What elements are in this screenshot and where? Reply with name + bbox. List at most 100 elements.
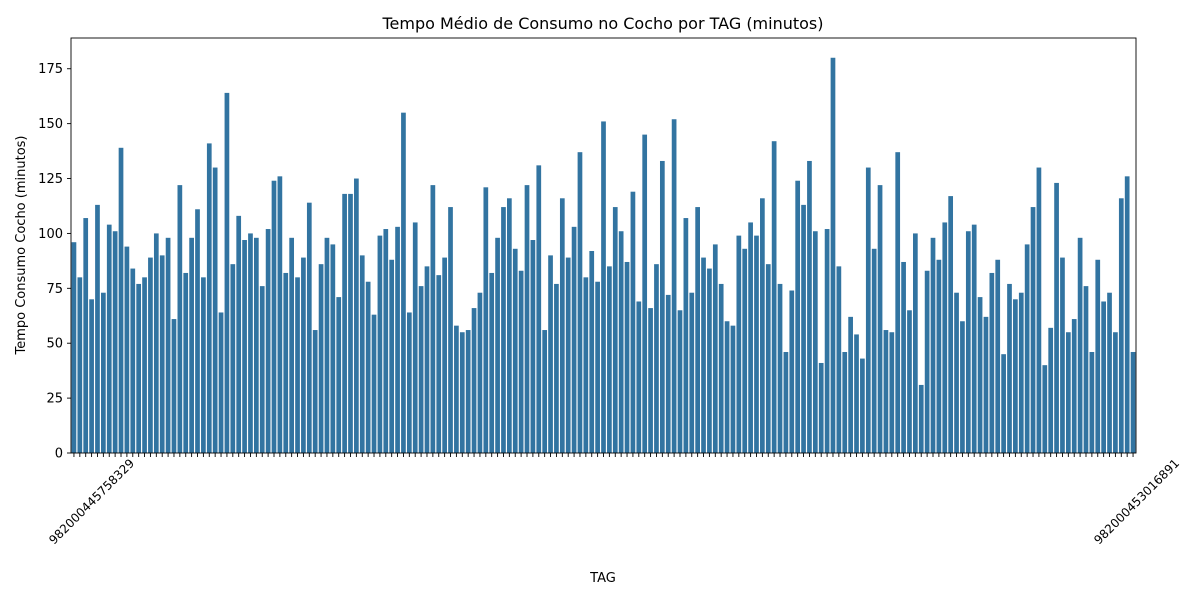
bar <box>565 257 571 453</box>
bar <box>895 152 901 453</box>
bar <box>913 233 918 453</box>
bar <box>1013 299 1018 453</box>
bar <box>324 237 330 453</box>
bar <box>548 255 553 453</box>
bar <box>689 292 695 453</box>
bar <box>501 207 506 453</box>
bar <box>995 259 1001 453</box>
bar <box>871 248 877 453</box>
y-tick-label: 75 <box>46 282 63 297</box>
bar <box>824 229 830 453</box>
bar <box>577 152 583 453</box>
bar <box>371 314 377 453</box>
bar <box>607 266 612 453</box>
bar <box>836 266 842 453</box>
bar <box>1089 351 1095 453</box>
bar <box>724 321 730 453</box>
bar <box>348 193 353 453</box>
bar <box>359 255 365 453</box>
bar <box>477 292 483 453</box>
bar <box>342 193 347 453</box>
bar <box>936 259 942 453</box>
bar <box>665 294 671 453</box>
bar <box>112 231 118 453</box>
bar <box>265 229 271 453</box>
bar <box>1130 351 1136 453</box>
bar <box>971 224 977 453</box>
bar <box>1024 244 1030 453</box>
bar <box>507 198 512 453</box>
y-tick-label: 125 <box>38 172 63 187</box>
bar <box>1077 237 1083 453</box>
bar <box>960 321 965 453</box>
bar <box>436 275 442 453</box>
bar <box>124 246 130 453</box>
bar <box>601 121 606 453</box>
bar <box>648 308 653 453</box>
bar <box>406 312 412 453</box>
bar <box>559 198 565 453</box>
bar <box>536 165 542 453</box>
bar <box>259 286 265 453</box>
bar <box>1030 207 1036 453</box>
bar <box>430 185 436 453</box>
bar <box>495 237 500 453</box>
bar <box>783 351 789 453</box>
y-tick-label: 175 <box>38 62 63 77</box>
bar <box>165 237 171 453</box>
bar <box>1018 292 1024 453</box>
bar <box>760 198 765 453</box>
bars-group <box>71 57 1136 454</box>
bar <box>771 141 777 453</box>
bar <box>136 283 142 453</box>
bar <box>159 255 165 453</box>
bar <box>301 257 306 453</box>
bar <box>442 257 447 453</box>
bar <box>1124 176 1130 453</box>
bar <box>512 248 518 453</box>
bar <box>595 281 600 453</box>
bar <box>848 316 853 453</box>
bar <box>365 281 371 453</box>
bar <box>718 283 724 453</box>
bar <box>230 264 236 453</box>
bar <box>336 297 342 453</box>
bar <box>130 268 136 453</box>
bar <box>701 257 706 453</box>
bar <box>642 134 648 454</box>
y-tick-label: 0 <box>55 447 63 462</box>
bar <box>189 237 194 453</box>
bar <box>142 277 147 453</box>
bar <box>671 119 677 454</box>
bar <box>236 215 242 453</box>
bar <box>424 266 430 453</box>
bar <box>195 209 200 453</box>
bar <box>930 237 936 453</box>
bar <box>1007 283 1012 453</box>
bar <box>318 264 324 453</box>
bar <box>401 112 406 453</box>
bar <box>624 261 630 453</box>
bar <box>818 362 824 453</box>
bar <box>907 310 912 453</box>
bar <box>712 244 718 453</box>
bar <box>754 235 759 453</box>
bar <box>1054 182 1059 454</box>
bar <box>248 233 253 453</box>
bar <box>283 272 289 453</box>
bar <box>206 143 212 453</box>
bar <box>889 332 895 453</box>
bar <box>589 250 595 453</box>
bar <box>1042 365 1048 453</box>
bar <box>877 185 883 453</box>
bar <box>860 358 865 453</box>
bar <box>483 187 489 453</box>
bar <box>383 229 389 453</box>
bar <box>1107 292 1112 453</box>
bar <box>489 272 495 453</box>
bar <box>765 264 771 453</box>
bar <box>106 224 112 453</box>
bar <box>271 180 277 453</box>
bar <box>118 147 124 454</box>
